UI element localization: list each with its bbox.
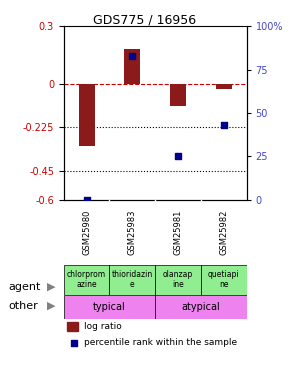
Text: percentile rank within the sample: percentile rank within the sample <box>84 338 237 347</box>
Text: chlorprom
azine: chlorprom azine <box>67 270 106 290</box>
Point <box>176 153 180 159</box>
Point <box>130 53 135 59</box>
Text: GSM25980: GSM25980 <box>82 210 91 255</box>
FancyBboxPatch shape <box>64 294 155 319</box>
Bar <box>68 322 78 331</box>
Text: thioridazin
e: thioridazin e <box>112 270 153 290</box>
Text: GSM25981: GSM25981 <box>173 210 182 255</box>
Bar <box>124 50 140 84</box>
FancyBboxPatch shape <box>64 265 110 294</box>
Text: log ratio: log ratio <box>84 322 122 331</box>
Text: atypical: atypical <box>182 302 220 312</box>
Text: ▶: ▶ <box>46 282 55 292</box>
FancyBboxPatch shape <box>155 265 201 294</box>
Text: quetiapi
ne: quetiapi ne <box>208 270 240 290</box>
Text: ▶: ▶ <box>46 301 55 310</box>
Text: GSM25982: GSM25982 <box>219 210 228 255</box>
Text: GDS775 / 16956: GDS775 / 16956 <box>93 13 197 26</box>
Bar <box>170 84 186 106</box>
FancyBboxPatch shape <box>201 265 246 294</box>
Text: GSM25983: GSM25983 <box>128 210 137 255</box>
FancyBboxPatch shape <box>110 265 155 294</box>
Text: olanzap
ine: olanzap ine <box>163 270 193 290</box>
Point <box>221 122 226 128</box>
Point <box>244 277 249 283</box>
Text: other: other <box>9 301 39 310</box>
Point <box>84 197 89 203</box>
FancyBboxPatch shape <box>155 294 246 319</box>
Bar <box>216 84 232 89</box>
Text: typical: typical <box>93 302 126 312</box>
Bar <box>79 84 95 146</box>
Text: agent: agent <box>9 282 41 292</box>
